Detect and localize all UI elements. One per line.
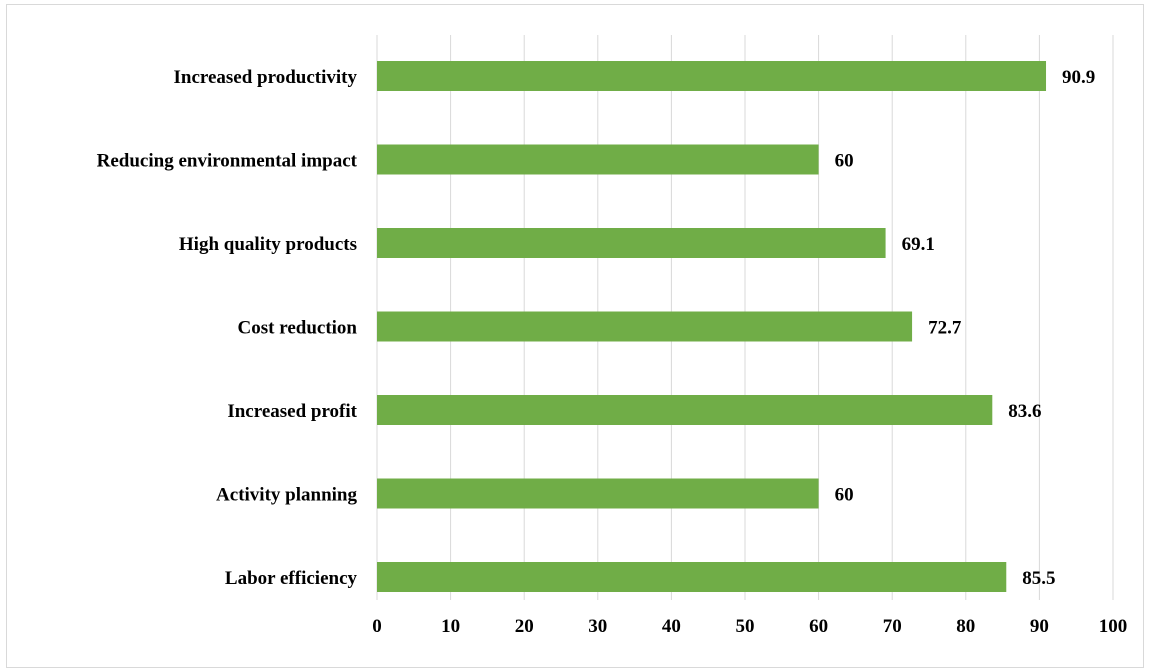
tick-label-20: 20	[515, 616, 534, 637]
category-label-increased-profit: Increased profit	[227, 401, 357, 422]
tick-label-30: 30	[588, 616, 607, 637]
value-label-reducing-environmental-impact: 60	[835, 151, 854, 172]
value-label-activity-planning: 60	[835, 485, 854, 506]
tick-label-70: 70	[883, 616, 902, 637]
category-label-labor-efficiency: Labor efficiency	[225, 568, 358, 589]
tick-label-0: 0	[372, 616, 382, 637]
bar-increased-productivity	[377, 61, 1046, 91]
tick-label-50: 50	[736, 616, 755, 637]
tick-label-90: 90	[1030, 616, 1049, 637]
category-labels: Increased productivity Reducing environme…	[97, 67, 358, 589]
category-label-cost-reduction: Cost reduction	[238, 318, 358, 339]
value-label-cost-reduction: 72.7	[928, 318, 962, 339]
tick-label-60: 60	[809, 616, 828, 637]
tick-label-80: 80	[956, 616, 975, 637]
tick-label-100: 100	[1099, 616, 1128, 637]
tick-label-40: 40	[662, 616, 681, 637]
tick-label-10: 10	[441, 616, 460, 637]
category-label-increased-productivity: Increased productivity	[174, 67, 358, 88]
value-label-increased-productivity: 90.9	[1062, 67, 1095, 88]
value-label-increased-profit: 83.6	[1008, 401, 1041, 422]
x-axis-tick-labels: 0 10 20 30 40 50 60 70 80 90 100	[372, 616, 1127, 637]
chart-frame: Increased productivity Reducing environme…	[6, 4, 1144, 668]
category-label-activity-planning: Activity planning	[216, 485, 357, 506]
category-label-reducing-environmental-impact: Reducing environmental impact	[97, 151, 358, 172]
bar-cost-reduction	[377, 312, 912, 342]
bar-increased-profit	[377, 395, 992, 425]
value-label-high-quality-products: 69.1	[902, 234, 935, 255]
value-label-labor-efficiency: 85.5	[1022, 568, 1055, 589]
bar-reducing-environmental-impact	[377, 145, 819, 175]
bar-high-quality-products	[377, 228, 886, 258]
bar-labor-efficiency	[377, 562, 1006, 592]
bar-chart: Increased productivity Reducing environme…	[7, 5, 1145, 669]
bar-activity-planning	[377, 479, 819, 509]
category-label-high-quality-products: High quality products	[179, 234, 357, 255]
